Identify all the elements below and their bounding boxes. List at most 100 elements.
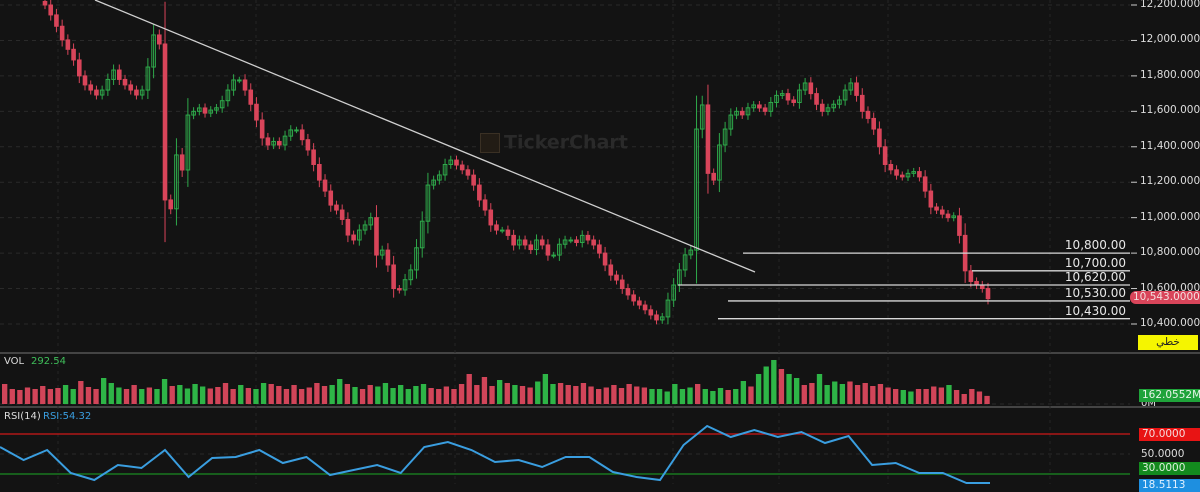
candle-body: [511, 234, 516, 246]
volume-bar: [672, 384, 678, 404]
candle-body: [248, 89, 254, 105]
candle-body: [88, 84, 94, 91]
candle-body: [54, 14, 59, 27]
candle-body: [779, 93, 785, 96]
watermark-logo-icon: [480, 132, 500, 153]
candle-body: [482, 199, 488, 211]
volume-bar: [969, 389, 975, 404]
volume-bar: [268, 384, 274, 404]
candle-body: [762, 107, 768, 112]
volume-bar: [32, 389, 38, 404]
candle-body: [522, 239, 528, 246]
candle-body: [174, 154, 179, 210]
candle-body: [534, 239, 539, 251]
line-type-badge[interactable]: خطي: [1138, 335, 1198, 350]
candle-body: [671, 284, 676, 301]
volume-bar: [428, 388, 434, 404]
volume-bar: [306, 387, 312, 404]
volume-bar: [260, 383, 267, 404]
candle-body: [65, 39, 71, 50]
candle-body: [322, 179, 328, 192]
candle-body: [499, 229, 505, 232]
volume-bar: [131, 385, 137, 404]
volume-bar: [649, 389, 655, 404]
price-axis-label: 12,200.0000: [1140, 0, 1200, 10]
volume-bar: [420, 384, 427, 404]
candle-body: [585, 234, 591, 241]
candle-body: [408, 269, 414, 281]
volume-bar: [177, 385, 183, 404]
horizontal-level-label[interactable]: 10,620.00: [1064, 270, 1126, 284]
volume-bar: [436, 389, 442, 404]
candle-body: [888, 163, 894, 171]
candle-body: [911, 171, 917, 174]
volume-bar: [778, 369, 785, 404]
volume-bar: [451, 389, 457, 404]
volume-bar: [740, 381, 747, 404]
candle-body: [899, 174, 905, 178]
volume-bar: [101, 378, 107, 404]
candle-body: [528, 244, 534, 251]
volume-bar: [154, 389, 160, 404]
volume-bar: [725, 390, 731, 404]
price-axis-label: 11,600.0000: [1140, 104, 1200, 117]
candle-body: [197, 107, 202, 112]
candle-body: [551, 254, 556, 257]
price-axis-label: 10,400.0000: [1140, 316, 1200, 329]
volume-bar: [443, 386, 450, 404]
candle-body: [734, 110, 739, 116]
volume-bar: [116, 387, 122, 404]
horizontal-level-label[interactable]: 10,530.00: [1064, 285, 1126, 300]
price-axis-label: 10,800.0000: [1140, 246, 1200, 259]
candle-body: [711, 172, 716, 181]
volume-bar: [413, 386, 419, 404]
volume-bar: [588, 386, 594, 404]
volume-bar: [344, 384, 351, 404]
volume-bar: [656, 389, 663, 404]
candle-body: [831, 103, 836, 109]
candle-body: [357, 229, 362, 241]
volume-bar: [17, 390, 23, 404]
candle-body: [419, 220, 425, 249]
candle-body: [71, 48, 76, 61]
horizontal-level-label[interactable]: 10,700.00: [1064, 255, 1126, 270]
price-axis-label: 12,000.0000: [1140, 33, 1200, 46]
volume-bar: [108, 383, 114, 404]
horizontal-level-label[interactable]: 10,430.00: [1064, 303, 1126, 318]
volume-bar: [169, 386, 175, 404]
volume-bar: [710, 391, 716, 404]
candle-body: [722, 128, 728, 146]
rsi-mid-tick: 50.0000: [1141, 448, 1185, 460]
volume-bar: [839, 384, 846, 404]
candle-body: [157, 34, 162, 45]
candle-body: [311, 149, 316, 165]
candle-body: [945, 213, 951, 219]
candle-body: [922, 176, 928, 192]
candle-body: [82, 75, 88, 86]
candle-body: [939, 209, 945, 215]
volume-bar: [946, 385, 952, 404]
candle-body: [237, 79, 242, 82]
candle-body: [757, 104, 762, 109]
volume-bar: [877, 384, 884, 404]
volume-bar: [390, 388, 396, 404]
volume-bar: [2, 384, 8, 404]
volume-bar: [283, 389, 290, 404]
volume-bar: [123, 389, 130, 404]
rsi-title: RSI(14): [4, 411, 41, 422]
candle-body: [59, 25, 65, 41]
candle-body: [539, 239, 545, 246]
volume-bar: [870, 386, 876, 404]
candle-body: [385, 249, 391, 266]
rsi-upper-tag: 70.0000: [1139, 428, 1200, 441]
candle-body: [271, 140, 276, 146]
volume-bar: [550, 384, 556, 404]
candle-body: [917, 171, 922, 178]
volume-bar: [542, 374, 549, 404]
volume-bar: [489, 386, 495, 404]
horizontal-level-label[interactable]: 10,800.00: [1064, 238, 1126, 253]
candle-body: [705, 104, 711, 174]
volume-bar: [146, 387, 153, 404]
volume-bar: [474, 385, 480, 404]
